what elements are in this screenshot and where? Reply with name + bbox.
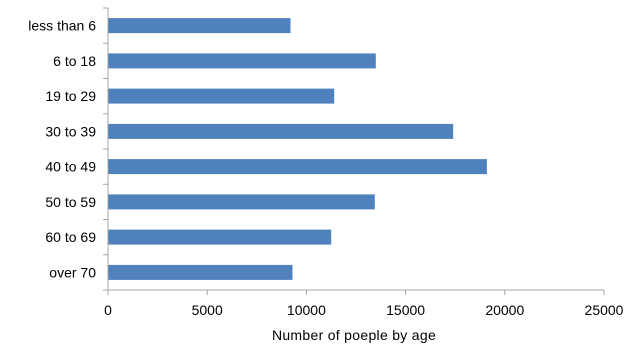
category-labels: less than 6 6 to 18 19 to 29 30 to 39 40 to …	[28, 18, 96, 281]
category-label: over 70	[49, 264, 96, 280]
category-label: 60 to 69	[45, 229, 96, 245]
x-tick-label: 5000	[192, 302, 223, 318]
category-label: 30 to 39	[45, 123, 96, 139]
bar	[108, 53, 376, 69]
x-tick-label: 10000	[287, 302, 326, 318]
category-label: 19 to 29	[45, 88, 96, 104]
category-label: 6 to 18	[53, 53, 96, 69]
bar	[108, 88, 335, 104]
bar	[108, 123, 454, 139]
bar	[108, 159, 487, 175]
category-label: 50 to 59	[45, 194, 96, 210]
axes-group	[103, 7, 605, 295]
bar	[108, 194, 375, 210]
bar	[108, 264, 293, 280]
x-axis-title: Number of poeple by age	[272, 327, 436, 343]
x-tick-labels: 0 5000 10000 15000 20000 25000	[104, 302, 624, 318]
bar	[108, 229, 332, 245]
x-tick-label: 0	[104, 302, 112, 318]
bar	[108, 18, 291, 34]
x-tick-label: 20000	[485, 302, 524, 318]
category-label: 40 to 49	[45, 159, 96, 175]
bars-group	[108, 18, 487, 280]
category-label: less than 6	[28, 18, 96, 34]
x-tick-label: 25000	[585, 302, 624, 318]
x-tick-label: 15000	[386, 302, 425, 318]
